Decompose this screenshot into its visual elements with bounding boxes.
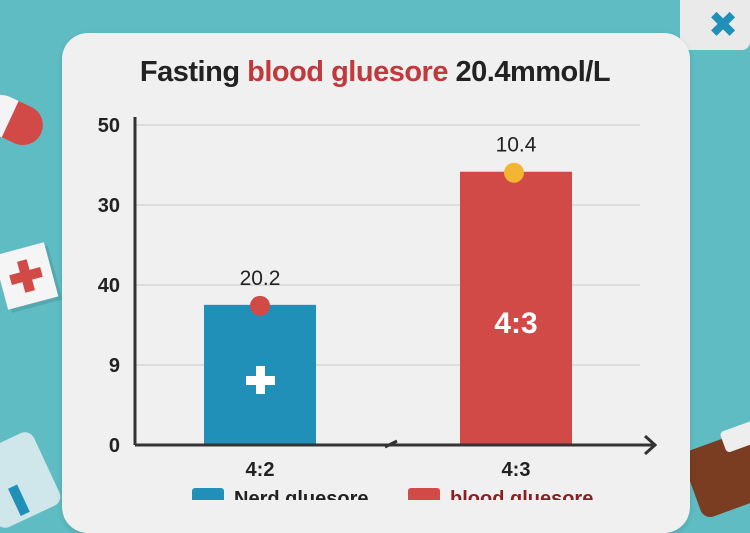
bar-marker <box>504 162 524 183</box>
chart-card <box>62 33 690 533</box>
chart-title: Fasting blood gluesore 20.4mmol/L <box>0 56 750 89</box>
data-label: 20.2 <box>240 267 281 290</box>
x-tick-label: 4:3 <box>502 459 531 481</box>
axis-tick-mark <box>384 439 398 449</box>
y-tick-label: 0 <box>109 435 120 457</box>
y-tick-label: 50 <box>98 115 120 137</box>
bar-chart: 50 30 40 9 0 20.2 4:2 10.4 4:3 4:3 Nerd gluesore bl… <box>98 115 658 500</box>
bar-marker <box>250 295 270 316</box>
x-tick-label: 4:2 <box>246 459 275 481</box>
title-suffix: 20.4mmol/L <box>455 56 611 88</box>
bar <box>460 171 572 445</box>
data-label: 10.4 <box>496 134 537 157</box>
x-axis-arrow <box>643 434 658 456</box>
title-prefix: Fasting <box>139 56 240 88</box>
legend-swatch <box>192 488 224 500</box>
legend-label: Nerd gluesore <box>234 488 368 500</box>
y-tick-label: 40 <box>98 275 120 297</box>
title-highlight: blood gluesore <box>247 56 448 88</box>
y-tick-label: 9 <box>109 355 120 377</box>
legend-label: blood gluesore <box>450 488 593 500</box>
y-tick-label: 30 <box>98 195 120 217</box>
plus-icon <box>246 376 275 385</box>
legend-swatch <box>408 488 440 500</box>
medicine-box-icon: ✖ <box>680 0 750 50</box>
bar-inner-label: 4:3 <box>494 307 537 340</box>
